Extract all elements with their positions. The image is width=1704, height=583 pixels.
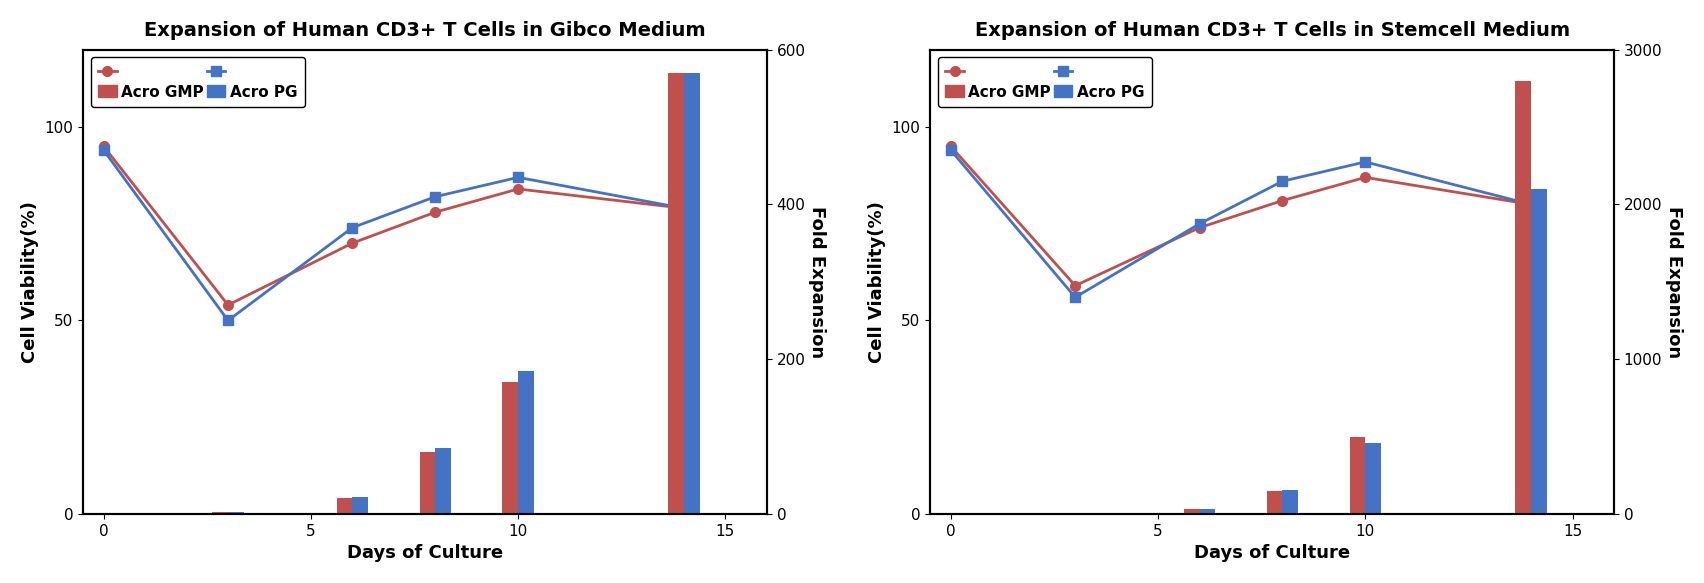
X-axis label: Days of Culture: Days of Culture (348, 544, 503, 562)
Y-axis label: Cell Viability(%): Cell Viability(%) (20, 201, 39, 363)
Bar (435, 448, 452, 514)
Bar (503, 382, 518, 514)
X-axis label: Days of Culture: Days of Culture (1195, 544, 1350, 562)
Title: Expansion of Human CD3+ T Cells in Stemcell Medium: Expansion of Human CD3+ T Cells in Stemc… (975, 21, 1569, 40)
Bar (337, 498, 353, 514)
Bar (228, 512, 244, 514)
Bar (1532, 189, 1547, 514)
Bar (518, 371, 533, 514)
Bar (353, 497, 368, 514)
Bar (1266, 491, 1283, 514)
Bar (1184, 509, 1200, 514)
Bar (1350, 437, 1365, 514)
Title: Expansion of Human CD3+ T Cells in Gibco Medium: Expansion of Human CD3+ T Cells in Gibco… (145, 21, 705, 40)
Bar (1365, 442, 1380, 514)
Bar (1515, 80, 1532, 514)
Bar (1283, 490, 1298, 514)
Legend: , Acro GMP, , Acro PG: , Acro GMP, , Acro PG (90, 57, 305, 107)
Bar (683, 73, 700, 514)
Bar (668, 73, 683, 514)
Y-axis label: Fold Expansion: Fold Expansion (808, 206, 826, 358)
Bar (213, 512, 228, 514)
Legend: , Acro GMP, , Acro PG: , Acro GMP, , Acro PG (937, 57, 1152, 107)
Bar (1200, 509, 1215, 514)
Y-axis label: Fold Expansion: Fold Expansion (1665, 206, 1684, 358)
Bar (419, 452, 435, 514)
Y-axis label: Cell Viability(%): Cell Viability(%) (867, 201, 886, 363)
